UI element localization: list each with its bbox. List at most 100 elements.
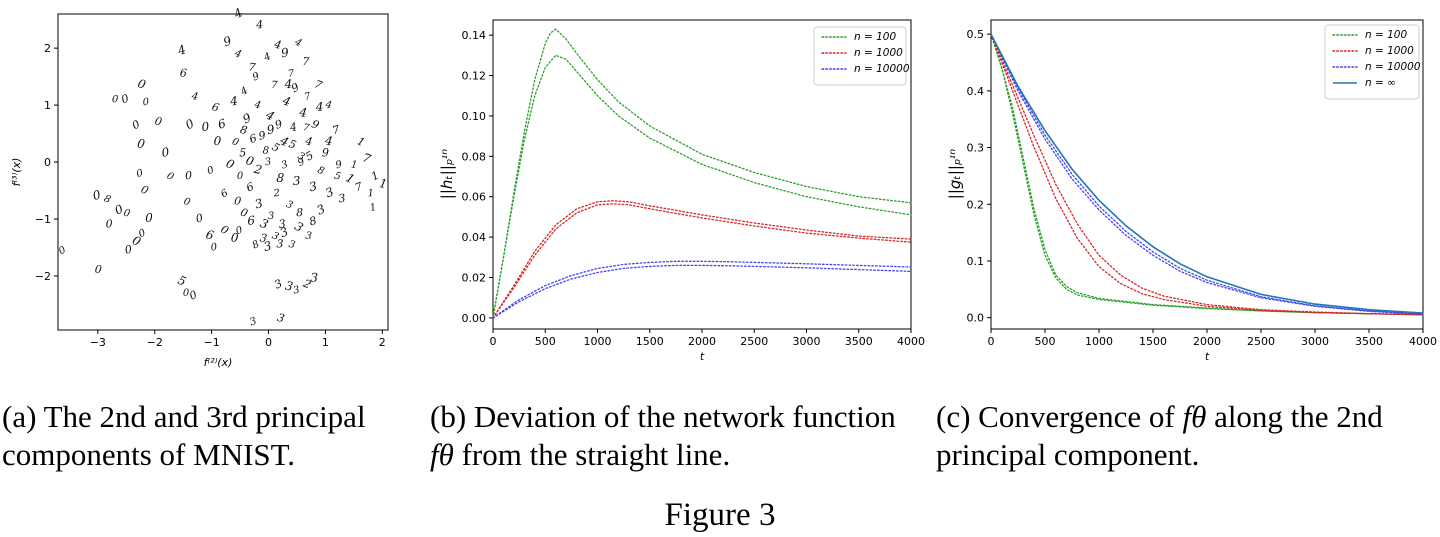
y-tick-label: −1 [35,213,51,226]
caption-c-line2: principal component. [936,437,1200,472]
digit-point: 1 [367,188,374,199]
chart-b-ylabel: ||hₜ||ₚᶦⁿ [438,149,456,199]
digit-point: 0 [183,288,190,299]
digit-point: 4 [323,133,334,148]
legend-label: n = 100 [1365,29,1407,41]
digit-point: 7 [302,122,311,134]
digit-point: 0 [112,94,120,105]
digit-point: 7 [353,180,363,194]
digit-point: 4 [303,134,313,148]
x-tick-label: −1 [204,336,220,349]
digit-point: 5 [176,273,189,289]
figure-title: Figure 3 [664,497,776,533]
series-line [492,200,912,319]
digit-point: 4 [324,99,333,111]
digit-point: 6 [179,66,187,79]
series-line [492,203,912,319]
digit-point: 0 [239,206,250,221]
digit-point: 6 [219,187,231,200]
chart-a-axes: −3 −2 −1 0 1 2 −2 −1 0 1 2 [35,42,386,349]
legend-label: n = 1000 [1365,45,1414,57]
digit-point: 0 [91,187,103,203]
y-tick-label: 0.3 [967,142,985,155]
digit-point: 4 [315,100,324,114]
digit-point: 0 [120,92,131,107]
digit-point: 0 [201,119,211,134]
digit-point: 8 [276,171,285,186]
x-tick-label: −2 [147,336,163,349]
digit-point: 0 [206,165,216,178]
digit-point: 0 [94,263,103,277]
chart-c-convergence: 0 500 1000 1500 2000 2500 3000 3500 4000 0.0 0.1 0.… [946,19,1437,363]
digit-point: 6 [244,180,256,195]
y-tick-label: 0.4 [967,85,985,98]
caption-c-prefix: (c) Convergence of [936,399,1175,434]
digit-point: 0 [57,244,69,257]
digit-point: 3 [310,270,318,284]
series-line [492,28,912,319]
digit-point: 3 [292,174,301,189]
digit-point: 1 [369,202,378,214]
digit-point: 0 [182,196,192,209]
digit-point: 0 [230,136,240,149]
digit-point: 7 [287,68,295,80]
y-tick-label: 0.06 [462,191,487,204]
y-tick-label: 0.04 [462,231,487,244]
digit-point: 4 [238,85,250,98]
digit-point: 0 [233,194,242,208]
chart-c-legend: n = 100 n = 1000 n = 10000 n = ∞ [1324,24,1421,100]
caption-a: (a) The 2nd and 3rd principal components… [2,398,422,474]
digit-point: 4 [288,120,298,134]
series-line [492,264,912,319]
digit-point: 6 [247,213,256,228]
digit-point: 4 [252,99,262,111]
digit-point: 1 [350,159,357,171]
series-line [990,33,1424,315]
y-tick-label: 0.14 [462,29,487,42]
digit-point: 0 [237,171,244,182]
series-line [492,260,912,319]
digit-point: 3 [308,179,319,194]
y-tick-label: 0.5 [967,28,985,41]
digit-point: 2 [252,162,264,178]
digit-point: 3 [305,231,312,243]
caption-b-line2: from the straight line. [461,437,731,472]
chart-b-xlabel: t [700,350,705,363]
legend-box [813,26,907,86]
digit-point: 8 [316,165,326,178]
digit-point: 3 [314,202,327,218]
digit-point: 0 [124,243,133,257]
digit-point: 3 [270,230,280,243]
caption-b: (b) Deviation of the network function fθ… [430,398,930,474]
legend-label: n = ∞ [1365,77,1396,89]
legend-label: n = 100 [854,31,896,43]
digit-point: 0 [210,242,219,254]
digit-point: 0 [142,97,150,109]
digit-point: 4 [283,77,292,91]
digit-point: 7 [331,123,341,137]
digit-point: 0 [160,145,170,160]
digit-point: 7 [303,91,313,103]
digit-point: 3 [278,217,287,231]
legend-label: n = 10000 [1365,61,1421,73]
digit-point: 5 [239,146,246,159]
digit-point: 9 [266,122,276,137]
digit-point: 5 [333,171,342,183]
digit-point: 1 [355,134,367,149]
y-tick-label: 2 [44,42,51,55]
digit-point: 3 [268,211,275,222]
digit-point: 0 [136,136,146,151]
digit-point: 0 [235,224,245,237]
digit-point: 3 [262,239,273,254]
y-tick-label: −2 [35,270,51,283]
legend-label: n = 10000 [854,63,910,75]
x-tick-label: 0 [265,336,272,349]
x-tick-label: 3000 [793,335,821,348]
digit-point: 4 [297,105,308,120]
chart-a-ylabel: f⁽³⁾(x) [10,158,23,187]
digit-point: 3 [276,237,283,250]
chart-b-legend: n = 100 n = 1000 n = 10000 [813,26,910,86]
chart-b-axes: 0 500 1000 1500 2000 2500 3000 3500 4000 0.00 0.02… [462,29,926,348]
digit-point: 0 [218,223,230,238]
